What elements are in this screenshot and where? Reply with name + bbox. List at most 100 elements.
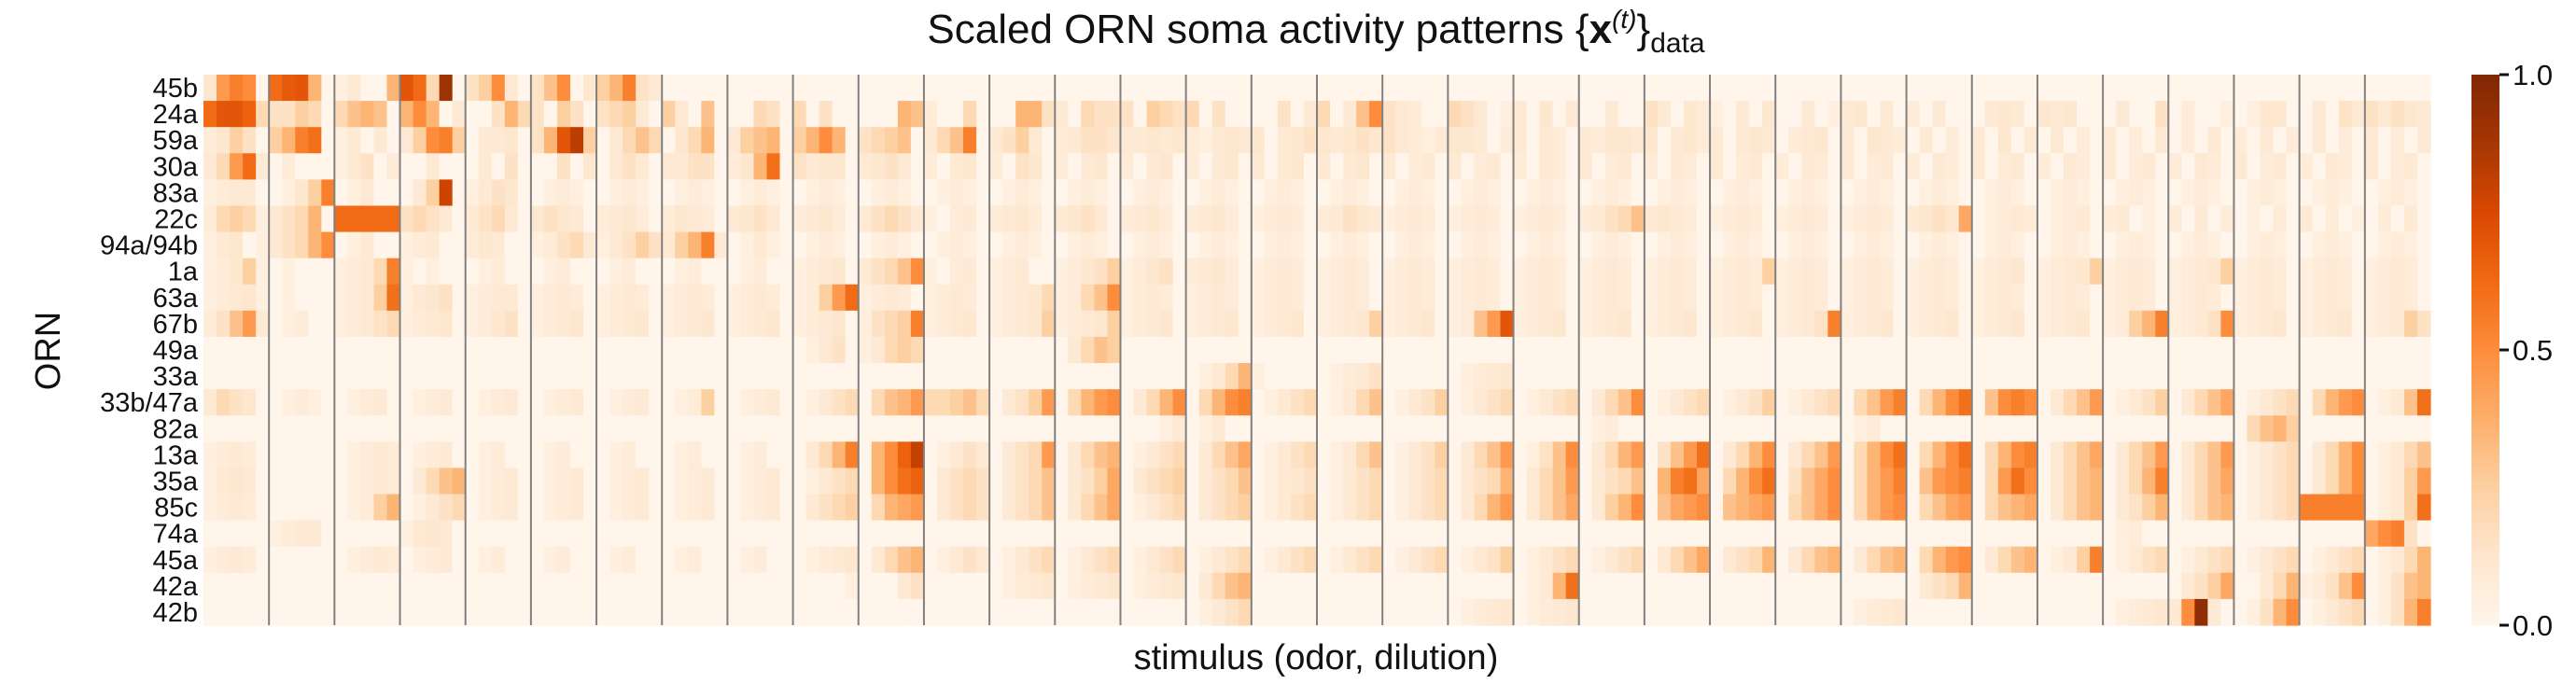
heatmap-cell [373,205,388,233]
heatmap-cell [1408,101,1422,128]
heatmap-cell [1264,153,1279,180]
heatmap-cell [583,258,597,286]
heatmap-cell [753,546,768,574]
heatmap-cell [1932,310,1947,338]
heatmap-cell [2050,258,2065,286]
heatmap-cell [2338,546,2353,574]
heatmap-cell [1788,153,1802,180]
heatmap-cell [989,389,1003,416]
heatmap-cell [2103,75,2117,102]
heatmap-cell [1448,205,1462,233]
heatmap-cell [491,75,506,102]
heatmap-cell [1435,336,1449,364]
heatmap-cell [963,389,977,416]
heatmap-cell [439,336,454,364]
heatmap-cell [1539,415,1554,442]
heatmap-cell [1919,546,1934,574]
heatmap-cell [1185,284,1200,312]
heatmap-cell [989,572,1003,600]
heatmap-cell [543,468,558,496]
heatmap-cell [2023,101,2038,128]
heatmap-cell [1906,258,1921,286]
heatmap-cell [2260,101,2275,128]
heatmap-cell [1290,179,1305,207]
heatmap-cell [2077,284,2091,312]
heatmap-cell [2037,258,2051,286]
heatmap-cell [1461,127,1476,154]
heatmap-cell [2377,546,2392,574]
heatmap-cell [2390,520,2405,548]
heatmap-cell [714,363,729,390]
heatmap-cell [1238,75,1253,102]
heatmap-cell [256,101,270,128]
heatmap-cell [1984,127,1999,154]
heatmap-cell [2273,441,2288,469]
heatmap-cell [701,179,715,207]
heatmap-cell [347,572,362,600]
heatmap-cell [753,127,768,154]
heatmap-cell [1880,520,1895,548]
heatmap-cell [2377,75,2392,102]
heatmap-cell [1290,205,1305,233]
heatmap-cell [623,231,637,259]
heatmap-cell [2338,598,2353,626]
heatmap-cell [1448,363,1462,390]
heatmap-cell [871,598,886,626]
heatmap-cell [963,363,977,390]
heatmap-cell [1788,468,1802,496]
heatmap-cell [1513,494,1528,522]
heatmap-cell [347,468,362,496]
heatmap-cell [2364,572,2379,600]
heatmap-cell [1172,153,1187,180]
heatmap-cell [2403,284,2418,312]
heatmap-cell [1500,336,1515,364]
heatmap-cell [1984,153,1999,180]
heatmap-cell [1461,546,1476,574]
heatmap-cell [1906,598,1921,626]
heatmap-cell [1251,75,1266,102]
heatmap-cell [2273,179,2288,207]
heatmap-cell [989,153,1003,180]
heatmap-cell [1172,441,1187,469]
heatmap-cell [1133,284,1148,312]
heatmap-cell [1683,205,1698,233]
heatmap-cell [2416,258,2431,286]
heatmap-cell [269,363,283,390]
heatmap-cell [1788,231,1802,259]
heatmap-cell [1801,363,1815,390]
heatmap-cell [2037,520,2051,548]
heatmap-cell [1055,284,1069,312]
heatmap-cell [243,310,257,338]
heatmap-cell [269,572,283,600]
heatmap-cell [766,258,781,286]
heatmap-cell [2050,127,2065,154]
heatmap-cell [1604,572,1619,600]
heatmap-cell [1565,153,1580,180]
heatmap-cell [243,572,257,600]
heatmap-cell [1880,75,1895,102]
heatmap-cell [399,258,414,286]
heatmap-cell [230,363,244,390]
heatmap-cell [1670,494,1685,522]
heatmap-cell [1317,520,1331,548]
heatmap-cell [1984,258,1999,286]
heatmap-cell [819,336,833,364]
heatmap-cell [569,468,584,496]
heatmap-cell [1591,284,1606,312]
heatmap-cell [1487,441,1502,469]
heatmap-cell [2090,598,2104,626]
heatmap-cell [910,572,925,600]
heatmap-cell [2390,363,2405,390]
heatmap-cell [1002,389,1016,416]
heatmap-cell [688,336,702,364]
heatmap-cell [923,598,938,626]
heatmap-cell [321,101,335,128]
heatmap-cell [1055,231,1069,259]
heatmap-cell [1827,363,1842,390]
heatmap-cell [1421,153,1435,180]
heatmap-cell [858,389,873,416]
heatmap-cell [1185,101,1200,128]
heatmap-cell [1762,546,1776,574]
heatmap-cell [2351,127,2366,154]
heatmap-cell [2129,231,2143,259]
